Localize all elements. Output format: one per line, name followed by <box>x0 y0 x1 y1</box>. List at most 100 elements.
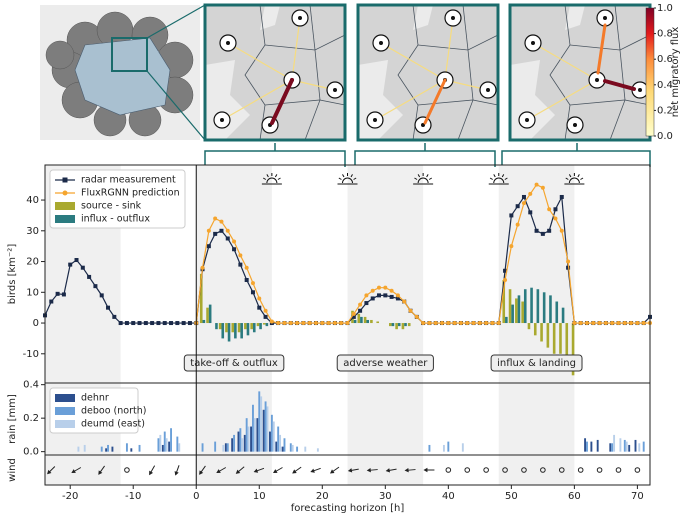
bar <box>83 444 86 452</box>
bar <box>279 434 282 452</box>
marker <box>313 321 318 326</box>
bar <box>357 313 361 324</box>
calm-marker <box>124 467 130 473</box>
wind-arrow <box>347 468 359 473</box>
bar <box>536 289 540 324</box>
wind-arrow <box>385 468 397 473</box>
marker <box>370 296 375 301</box>
marker <box>263 314 268 319</box>
sun-ray <box>262 177 267 180</box>
marker <box>364 301 369 306</box>
legend-marker <box>62 190 68 196</box>
sun-ray <box>577 174 580 178</box>
annotation-text: take-off & outflux <box>190 358 278 369</box>
y-tick-label: 20 <box>26 257 39 268</box>
bar <box>395 323 398 330</box>
annotation: adverse weather <box>336 354 434 372</box>
marker <box>332 321 337 326</box>
bar <box>107 444 109 452</box>
colorbar-tick-label: 0.0 <box>657 131 673 142</box>
marker <box>80 265 85 270</box>
arrow-head <box>216 469 221 473</box>
bar <box>260 396 263 452</box>
arrow-head <box>404 467 409 473</box>
bar <box>623 439 626 452</box>
bar <box>208 304 212 324</box>
marker <box>616 321 621 326</box>
y-tick-label: 0 <box>33 318 39 329</box>
colorbar-tick-label: 0.8 <box>657 29 673 40</box>
colorbar-tick-label: 0.4 <box>657 80 673 91</box>
marker <box>521 201 526 206</box>
bar <box>397 323 401 327</box>
sun-ray <box>504 177 508 180</box>
bar <box>283 438 286 452</box>
legend-label: deumd (east) <box>81 419 145 430</box>
marker <box>515 204 520 209</box>
sun-ray <box>568 174 572 178</box>
legend-swatch <box>55 407 75 415</box>
bar <box>613 434 616 452</box>
bar <box>508 289 512 324</box>
marker <box>124 321 129 326</box>
marker <box>131 321 136 326</box>
marker <box>465 321 470 326</box>
x-tick-label: 20 <box>316 491 329 502</box>
marker <box>383 293 388 298</box>
marker <box>61 292 66 297</box>
sun-arc <box>342 177 353 184</box>
wind-arrow <box>149 465 156 476</box>
calm-marker <box>558 467 565 473</box>
marker <box>553 207 558 212</box>
marker <box>301 321 306 326</box>
bar <box>565 323 569 360</box>
sun-ray <box>501 174 505 178</box>
sun-ray <box>426 174 429 178</box>
marker <box>377 285 382 290</box>
sun-ray <box>277 177 281 180</box>
bar <box>549 295 552 324</box>
arrow-head <box>149 470 154 476</box>
marker <box>200 265 205 270</box>
sun-ray <box>428 177 433 180</box>
legend-swatch <box>55 394 75 402</box>
marker <box>534 228 539 233</box>
marker <box>377 293 382 298</box>
wind-arrow <box>366 467 378 473</box>
marker <box>339 321 344 326</box>
marker <box>295 321 300 326</box>
marker <box>219 219 224 224</box>
wind-arrow <box>404 467 416 473</box>
bar <box>555 301 559 324</box>
x-tick-label: 70 <box>631 491 644 502</box>
bar <box>231 438 234 452</box>
marker <box>559 194 564 199</box>
sun-arc <box>493 177 505 184</box>
annotation-text: adverse weather <box>343 358 428 369</box>
zoom-panel <box>356 3 500 142</box>
marker <box>540 231 545 236</box>
marker <box>169 321 174 326</box>
wind-arrow <box>292 466 302 474</box>
marker <box>629 321 634 326</box>
marker <box>547 228 552 233</box>
bar <box>250 323 253 330</box>
marker <box>572 321 577 326</box>
wind-arrow <box>174 465 180 476</box>
marker <box>282 321 287 326</box>
sun-ray <box>493 174 496 178</box>
sun-icon <box>413 173 434 185</box>
sun-arc <box>417 177 429 184</box>
marker <box>232 247 237 252</box>
bar <box>240 323 243 339</box>
marker <box>162 321 167 326</box>
legend-label: dehnr <box>81 393 109 404</box>
marker <box>244 265 249 270</box>
bar <box>407 323 411 327</box>
bar <box>638 443 641 452</box>
bar <box>304 446 307 452</box>
bar <box>584 438 587 452</box>
bar <box>252 323 256 333</box>
bar <box>168 441 171 452</box>
annotation: take-off & outflux <box>183 354 285 372</box>
